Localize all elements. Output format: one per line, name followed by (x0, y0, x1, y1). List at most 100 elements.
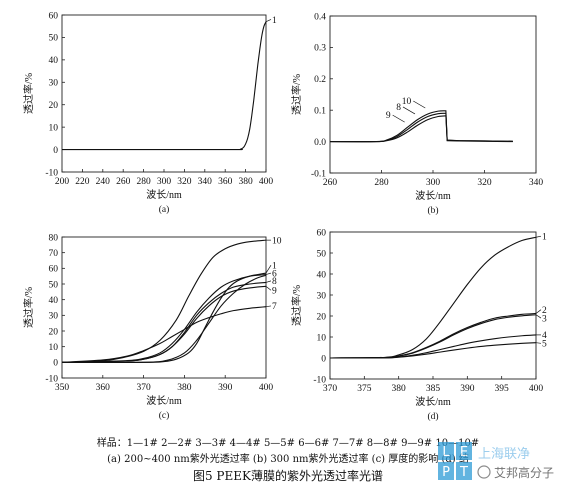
panel-sublabel: (c) (159, 410, 170, 421)
y-axis-label: 透过率/% (290, 285, 303, 326)
series-label: 8 (272, 277, 277, 287)
series-label: 1 (272, 16, 277, 26)
y-tick-label: 10 (49, 343, 59, 353)
y-tick-label: 70 (49, 249, 59, 259)
subfigure-caption: (a) 200~400 nm紫外光透过率 (b) 300 nm紫外光透过率 (c… (107, 454, 469, 465)
x-tick-label: 370 (136, 383, 151, 393)
x-tick-label: 400 (529, 384, 544, 394)
series-label-leader (535, 309, 542, 314)
x-tick-label: 340 (529, 178, 544, 188)
series-line (61, 306, 267, 363)
x-tick-label: 300 (426, 178, 441, 188)
x-tick-label: 280 (374, 178, 389, 188)
x-tick-label: 390 (460, 384, 475, 394)
series-line (329, 334, 537, 359)
x-axis-label: 波长/nm (146, 188, 182, 201)
y-tick-label: 30 (49, 312, 59, 322)
panel-b: 260 280 300 320 340 -0.1 0.0 0.1 0.2 0.3 0.4 波长/nm 透… (290, 12, 543, 216)
series-label: 5 (542, 340, 547, 350)
plot-frame (329, 231, 537, 380)
x-tick-label: 260 (116, 177, 131, 187)
x-tick-label: 390 (218, 383, 233, 393)
series-line (61, 274, 267, 363)
panel-sublabel: (b) (427, 205, 438, 216)
y-tick-label: 50 (317, 249, 327, 259)
x-tick-label: 220 (75, 177, 90, 187)
y-tick-label: -0.1 (311, 169, 326, 179)
y-axis-label: 透过率/% (290, 74, 303, 115)
series-label: 8 (396, 103, 401, 113)
y-tick-label: 60 (49, 265, 59, 275)
svg-text:上海联净: 上海联净 (478, 447, 530, 462)
y-axis-label: 透过率/% (22, 73, 35, 114)
series-label-leader (265, 280, 272, 283)
y-tick-label: 30 (317, 291, 327, 301)
series-label-leader (535, 314, 542, 319)
series-line (62, 21, 267, 151)
y-tick-label: 0 (53, 359, 58, 369)
series-label-leader (413, 100, 426, 109)
y-tick-label: 0.1 (314, 107, 326, 117)
x-tick-label: 400 (259, 383, 274, 393)
panel-c: 350 360 370 380 390 400 -10 0 10 20 30 40 50 60 70 80 波长… (22, 233, 282, 421)
series-label-leader (265, 19, 272, 23)
x-tick-label: 380 (392, 384, 407, 394)
series-label-leader (265, 265, 272, 274)
x-tick-label: 360 (96, 383, 111, 393)
x-axis-label: 波长/nm (415, 395, 451, 408)
y-axis-label: 透过率/% (22, 287, 35, 328)
series-label: 4 (542, 331, 547, 341)
series-line (61, 239, 267, 363)
series-label: 1 (542, 233, 547, 243)
x-tick-label: 320 (477, 178, 492, 188)
series-label-leader (265, 305, 272, 308)
series-label: 3 (542, 314, 547, 324)
x-tick-label: 320 (177, 177, 192, 187)
x-axis-label: 波长/nm (146, 394, 182, 407)
series-label-leader (535, 235, 542, 238)
x-tick-label: 350 (55, 383, 70, 393)
y-tick-label: 0.3 (314, 44, 326, 54)
x-tick-label: 400 (259, 177, 274, 187)
x-tick-label: 280 (136, 177, 151, 187)
series-label-leader (265, 272, 272, 275)
series-label: 1 (272, 262, 277, 272)
panel-a: 200 220 240 260 280 300 320 340 360 380 400 -10 0 10 2… (22, 11, 277, 215)
series-line (329, 115, 513, 143)
y-tick-label: 80 (49, 233, 59, 243)
series-label-leader (265, 286, 272, 291)
series-line (329, 314, 537, 359)
series-label-leader (402, 106, 416, 115)
y-tick-label: 20 (49, 327, 59, 337)
series-label-leader (392, 114, 405, 123)
panel-d: 370 375 380 385 390 395 400 -10 0 10 20 30 40 50 60 波长/… (290, 228, 547, 422)
svg-text:E: E (460, 445, 468, 460)
svg-text:艾邦高分子: 艾邦高分子 (494, 465, 554, 480)
series-line (329, 342, 537, 359)
x-tick-label: 375 (357, 384, 372, 394)
plot-frame (61, 236, 267, 379)
series-label: 9 (386, 111, 391, 121)
sample-legend: 样品：1—1# 2—2# 3—3# 4—4# 5—5# 6—6# 7—7# 8—… (96, 438, 480, 449)
series-line (61, 272, 267, 363)
watermark-logo: L E P T 上海联净 艾邦高分子 (438, 442, 554, 480)
y-tick-label: 30 (49, 79, 59, 89)
y-tick-label: -10 (45, 374, 58, 384)
y-tick-label: 40 (49, 296, 59, 306)
y-tick-label: 0 (53, 146, 58, 156)
svg-text:L: L (442, 445, 450, 460)
x-tick-label: 360 (218, 177, 233, 187)
y-tick-label: 0.0 (314, 138, 326, 148)
x-tick-label: 380 (177, 383, 192, 393)
series-label: 7 (272, 302, 277, 312)
series-line (61, 274, 267, 364)
x-tick-label: 260 (323, 178, 338, 188)
figure-title: 图5 PEEK薄膜的紫外光透过率光谱 (192, 469, 383, 483)
y-tick-label: 40 (49, 56, 59, 66)
series-label: 9 (272, 287, 277, 297)
panel-sublabel: (a) (159, 204, 170, 215)
series-label: 6 (272, 269, 277, 279)
series-line (329, 236, 537, 359)
y-tick-label: 10 (317, 333, 327, 343)
y-tick-label: 0 (321, 354, 326, 364)
